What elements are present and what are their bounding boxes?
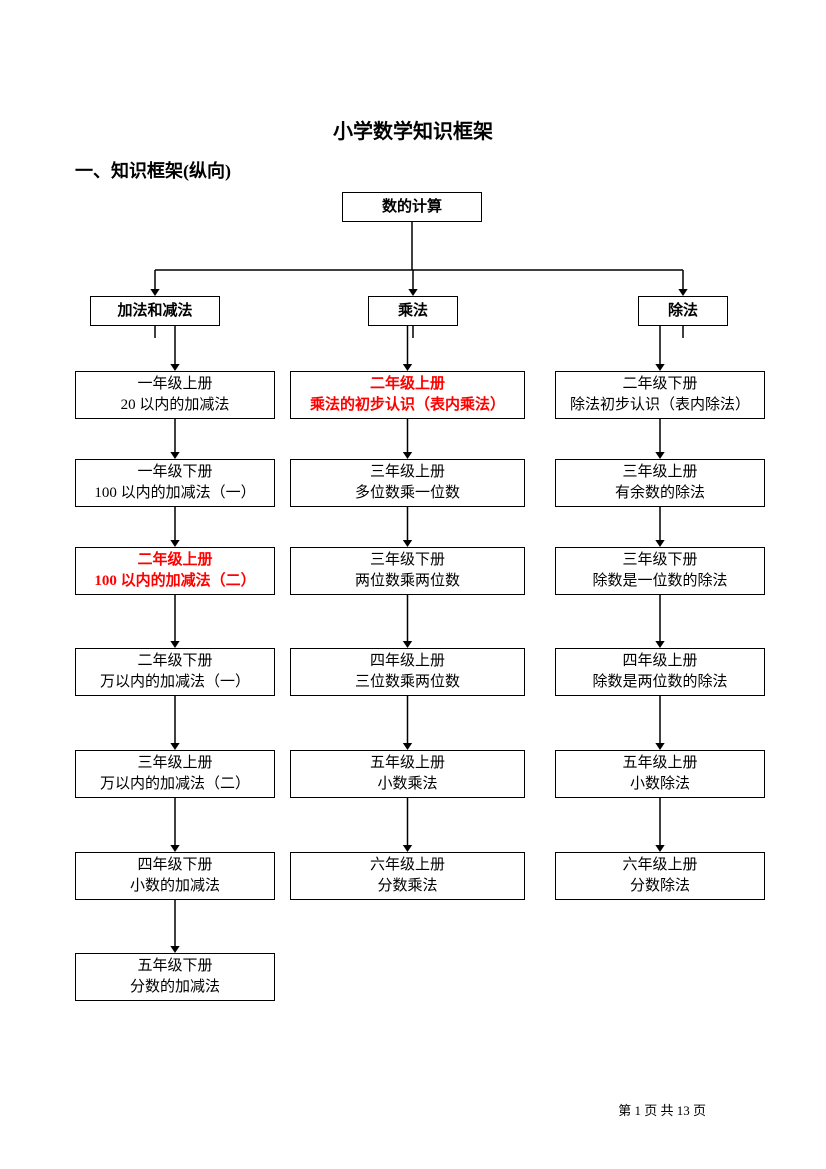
node-line1: 二年级下册 xyxy=(137,651,212,672)
section-title: 一、知识框架(纵向) xyxy=(75,157,231,183)
node-line1: 一年级上册 xyxy=(137,374,212,395)
root-node: 数的计算 xyxy=(342,192,482,222)
item-0-4: 三年级上册万以内的加减法（二） xyxy=(75,750,275,798)
branch-header-0: 加法和减法 xyxy=(90,296,220,326)
node-line1: 四年级下册 xyxy=(137,855,212,876)
page-title: 小学数学知识框架 xyxy=(0,115,826,144)
item-2-5: 六年级上册分数除法 xyxy=(555,852,765,900)
item-1-5: 六年级上册分数乘法 xyxy=(290,852,525,900)
node-line1: 六年级上册 xyxy=(622,855,697,876)
node-line1: 二年级上册 xyxy=(370,374,445,395)
node-line2: 两位数乘两位数 xyxy=(355,571,460,592)
item-0-2: 二年级上册100 以内的加减法（二） xyxy=(75,547,275,595)
node-line1: 一年级下册 xyxy=(137,462,212,483)
node-line1: 三年级上册 xyxy=(622,462,697,483)
node-line1: 三年级下册 xyxy=(370,550,445,571)
branch-header-1: 乘法 xyxy=(368,296,458,326)
item-1-4: 五年级上册小数乘法 xyxy=(290,750,525,798)
item-2-3: 四年级上册除数是两位数的除法 xyxy=(555,648,765,696)
node-line1: 六年级上册 xyxy=(370,855,445,876)
node-line1: 三年级上册 xyxy=(370,462,445,483)
node-line2: 分数乘法 xyxy=(377,876,437,897)
node-line2: 三位数乘两位数 xyxy=(355,672,460,693)
node-line1: 二年级下册 xyxy=(622,374,697,395)
node-line2: 小数乘法 xyxy=(377,774,437,795)
node-line2: 除数是两位数的除法 xyxy=(592,672,727,693)
item-2-4: 五年级上册小数除法 xyxy=(555,750,765,798)
node-line1: 加法和减法 xyxy=(117,301,192,322)
node-line2: 分数的加减法 xyxy=(130,977,220,998)
item-1-1: 三年级上册多位数乘一位数 xyxy=(290,459,525,507)
item-0-3: 二年级下册万以内的加减法（一） xyxy=(75,648,275,696)
node-line2: 万以内的加减法（一） xyxy=(100,672,250,693)
node-line1: 除法 xyxy=(668,301,698,322)
node-line1: 五年级上册 xyxy=(370,753,445,774)
node-line2: 小数除法 xyxy=(630,774,690,795)
page-footer: 第 1 页 共 13 页 xyxy=(618,1100,706,1119)
node-line1: 三年级下册 xyxy=(622,550,697,571)
node-line2: 多位数乘一位数 xyxy=(355,483,460,504)
node-line1: 数的计算 xyxy=(382,197,442,218)
node-line2: 小数的加减法 xyxy=(130,876,220,897)
item-2-2: 三年级下册除数是一位数的除法 xyxy=(555,547,765,595)
item-0-0: 一年级上册20 以内的加减法 xyxy=(75,371,275,419)
node-line1: 五年级下册 xyxy=(137,956,212,977)
item-1-0: 二年级上册乘法的初步认识（表内乘法） xyxy=(290,371,525,419)
item-0-5: 四年级下册小数的加减法 xyxy=(75,852,275,900)
node-line2: 100 以内的加减法（二） xyxy=(94,571,255,592)
node-line2: 除法初步认识（表内除法） xyxy=(570,395,750,416)
node-line1: 四年级上册 xyxy=(622,651,697,672)
node-line2: 20 以内的加减法 xyxy=(121,395,230,416)
node-line1: 二年级上册 xyxy=(137,550,212,571)
node-line1: 三年级上册 xyxy=(137,753,212,774)
node-line2: 分数除法 xyxy=(630,876,690,897)
item-2-1: 三年级上册有余数的除法 xyxy=(555,459,765,507)
node-line2: 有余数的除法 xyxy=(615,483,705,504)
item-2-0: 二年级下册除法初步认识（表内除法） xyxy=(555,371,765,419)
branch-header-2: 除法 xyxy=(638,296,728,326)
node-line1: 乘法 xyxy=(398,301,428,322)
item-1-3: 四年级上册三位数乘两位数 xyxy=(290,648,525,696)
item-1-2: 三年级下册两位数乘两位数 xyxy=(290,547,525,595)
node-line1: 五年级上册 xyxy=(622,753,697,774)
node-line2: 万以内的加减法（二） xyxy=(100,774,250,795)
node-line2: 100 以内的加减法（一） xyxy=(94,483,255,504)
node-line2: 除数是一位数的除法 xyxy=(592,571,727,592)
item-0-1: 一年级下册100 以内的加减法（一） xyxy=(75,459,275,507)
node-line2: 乘法的初步认识（表内乘法） xyxy=(310,395,505,416)
item-0-6: 五年级下册分数的加减法 xyxy=(75,953,275,1001)
node-line1: 四年级上册 xyxy=(370,651,445,672)
